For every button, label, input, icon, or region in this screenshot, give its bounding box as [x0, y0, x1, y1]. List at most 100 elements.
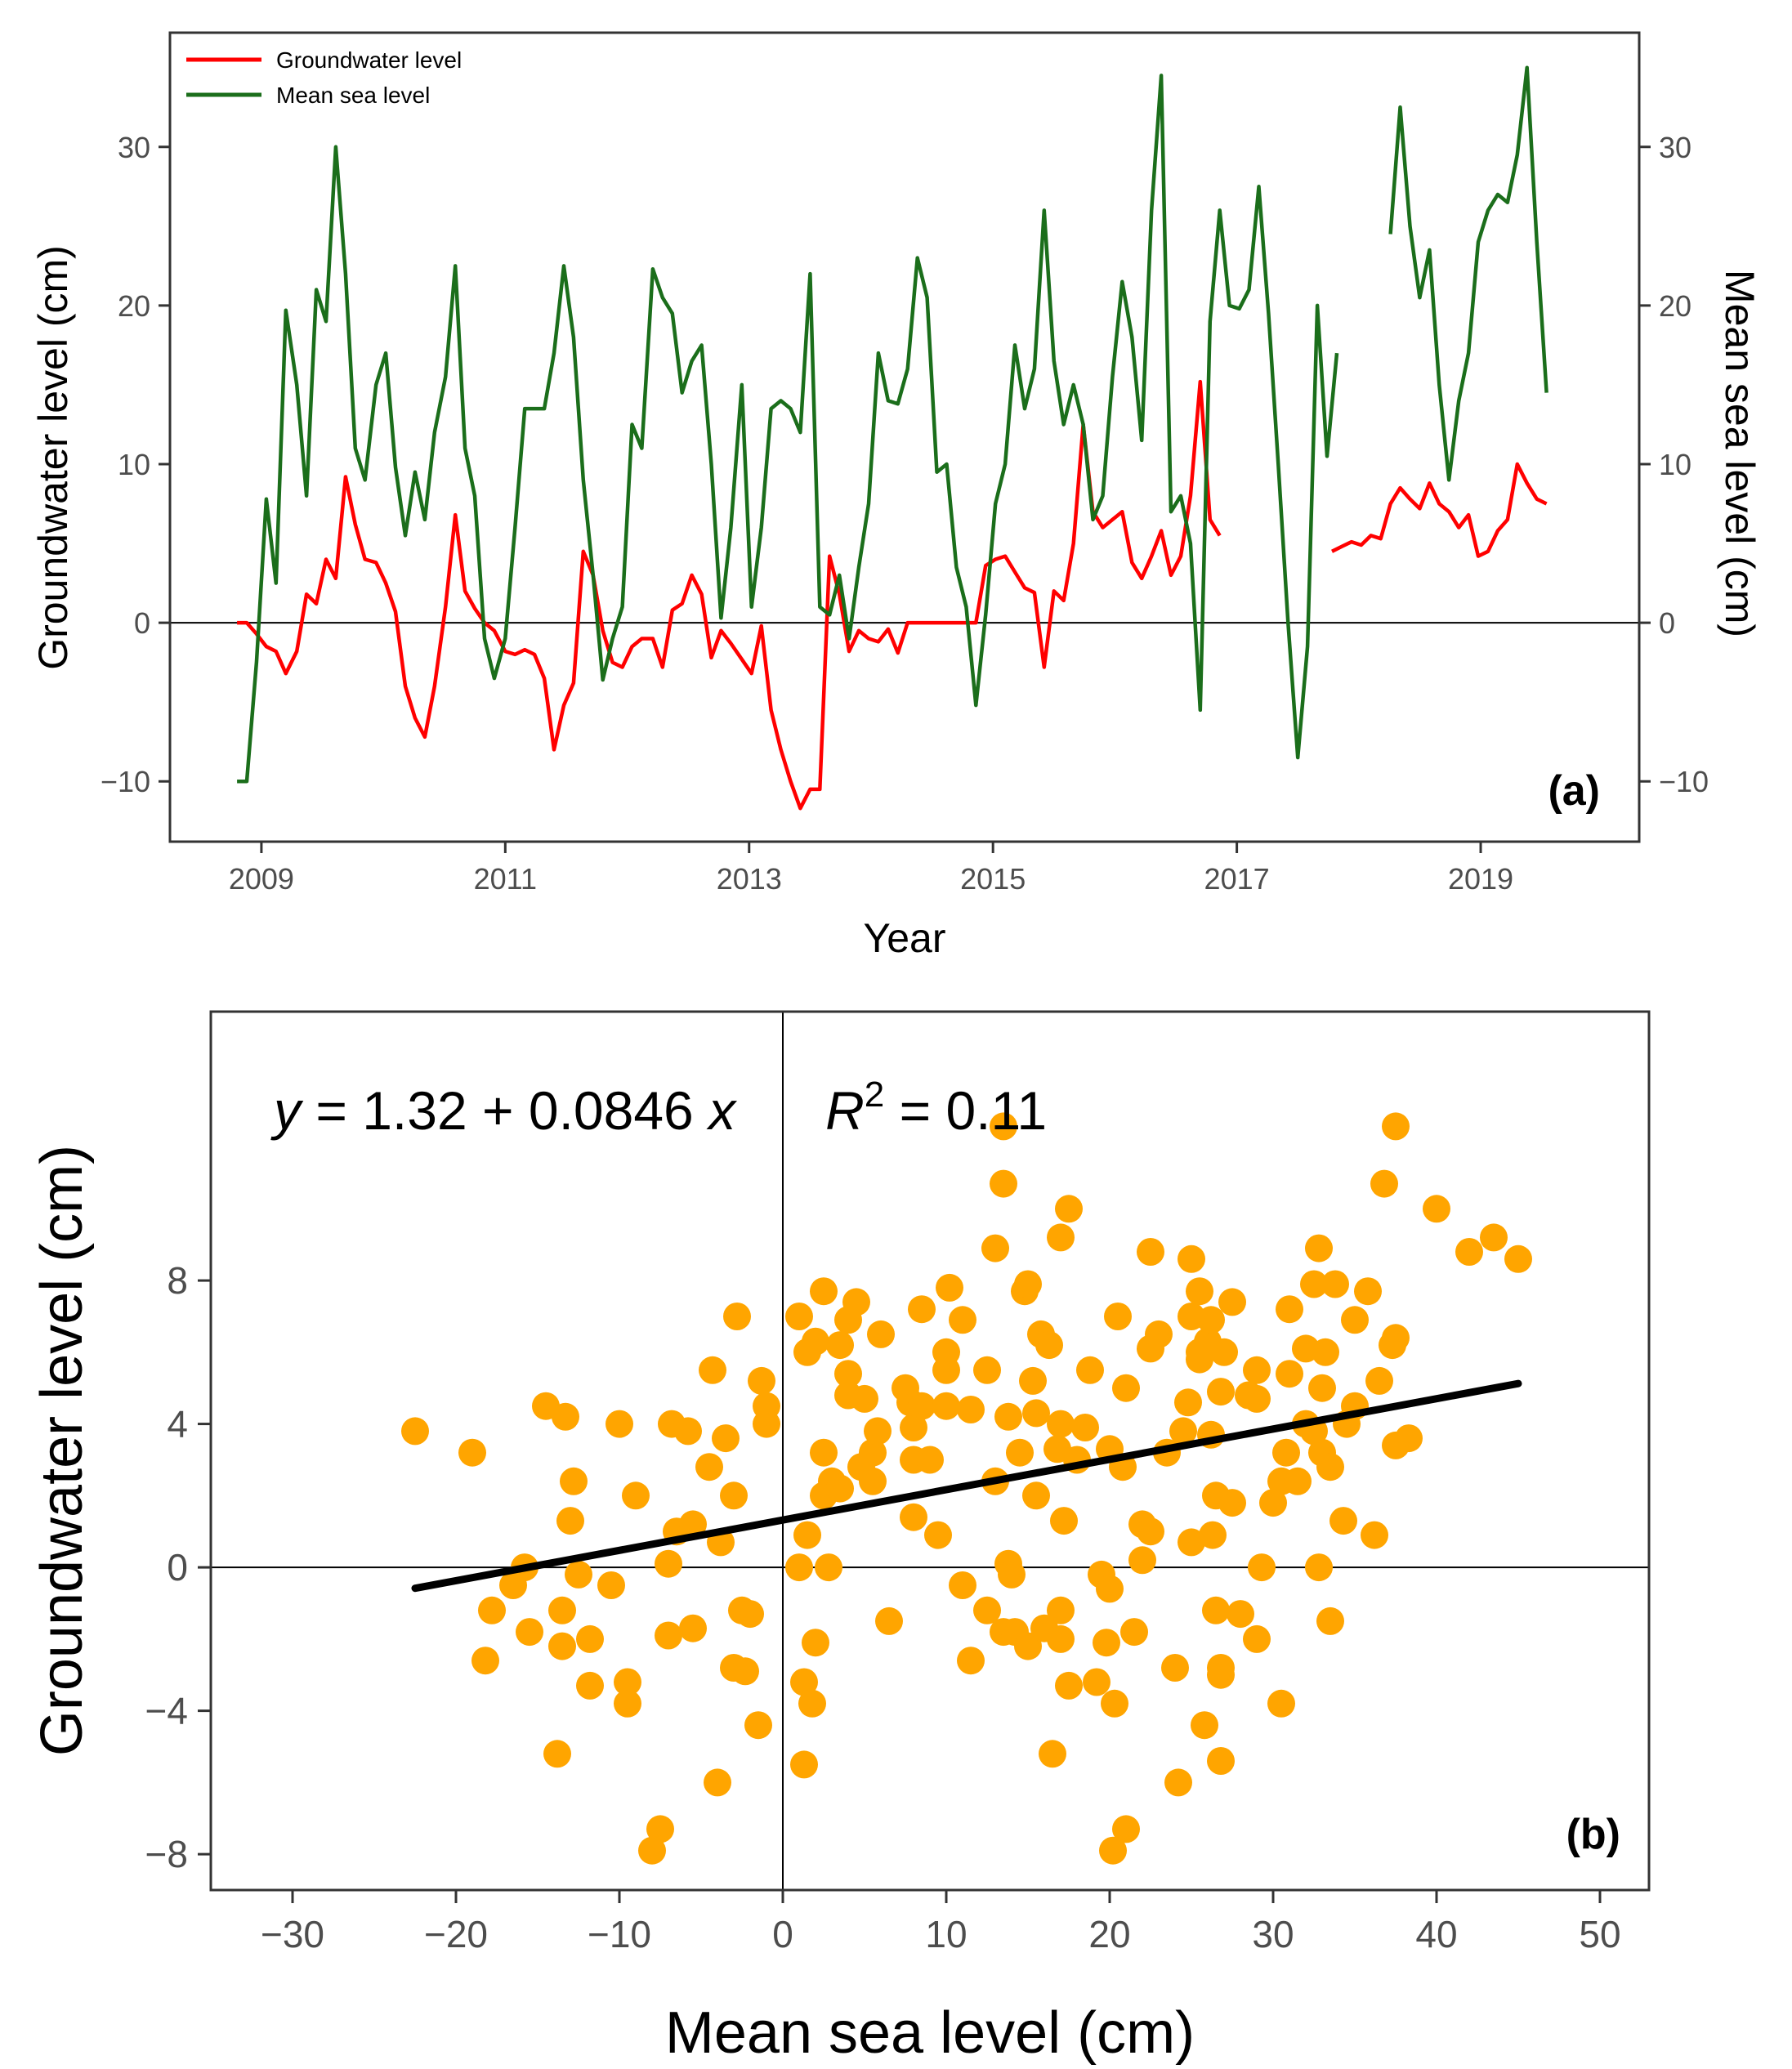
scatter-point: [826, 1331, 854, 1360]
scatter-point: [1305, 1234, 1333, 1262]
legend-label-sea-level: Mean sea level: [276, 83, 430, 108]
scatter-point: [548, 1596, 576, 1624]
scatter-point: [859, 1467, 887, 1495]
scatter-point: [790, 1668, 818, 1696]
scatter-point: [1022, 1481, 1050, 1510]
scatter-point: [1354, 1277, 1382, 1306]
panel-a-label: (a): [1548, 767, 1600, 815]
scatter-point: [1186, 1277, 1213, 1306]
y-tick-label: 20: [118, 289, 150, 323]
scatter-point: [932, 1356, 960, 1384]
scatter-point: [1227, 1600, 1254, 1629]
x-tick-label: 50: [1579, 1913, 1620, 1955]
scatter-point: [458, 1438, 486, 1467]
scatter-point: [704, 1768, 731, 1797]
scatter-point: [1341, 1306, 1369, 1334]
scatter-point: [981, 1234, 1009, 1262]
scatter-point: [826, 1474, 854, 1503]
y-tick-label: −8: [145, 1833, 188, 1875]
scatter-point: [736, 1600, 764, 1629]
scatter-point: [1382, 1324, 1410, 1352]
scatter-point: [1243, 1624, 1271, 1653]
scatter-point: [1096, 1575, 1124, 1603]
scatter-point: [556, 1507, 584, 1535]
y-tick-label: 10: [118, 448, 150, 481]
scatter-point: [748, 1366, 775, 1395]
scatter-point: [1480, 1223, 1508, 1252]
scatter-point: [614, 1689, 641, 1718]
right-y-tick-label: 10: [1659, 448, 1691, 481]
scatter-point: [932, 1392, 960, 1420]
scatter-point: [1316, 1453, 1344, 1481]
scatter-point: [655, 1549, 682, 1578]
x-tick-label: −10: [588, 1913, 651, 1955]
scatter-point: [543, 1740, 571, 1768]
x-tick-label: 2019: [1448, 862, 1513, 896]
scatter-point: [1218, 1489, 1246, 1517]
scatter-point: [815, 1553, 842, 1582]
scatter-point: [1382, 1112, 1410, 1141]
y-tick-label: −10: [101, 765, 150, 798]
equation-x-variable: x: [706, 1080, 737, 1141]
scatter-point: [790, 1750, 818, 1779]
x-tick-label: 30: [1252, 1913, 1294, 1955]
scatter-point: [1276, 1360, 1303, 1388]
groundwater-line-segment: [1331, 462, 1548, 558]
scatter-point: [1093, 1629, 1120, 1657]
scatter-point: [990, 1169, 1017, 1198]
panel-a-right-y-ticks: −10 0 10 20 30: [1639, 131, 1709, 798]
scatter-point: [1329, 1507, 1357, 1535]
scatter-points: [401, 1112, 1532, 1865]
scatter-point: [957, 1396, 985, 1423]
scatter-point: [916, 1446, 944, 1474]
panel-a-x-ticks: 2009 2011 2013 2015 2017 2019: [229, 842, 1513, 896]
scatter-point: [1022, 1399, 1050, 1428]
scatter-point: [1284, 1467, 1312, 1495]
scatter-point: [1047, 1223, 1075, 1252]
x-tick-label: −20: [424, 1913, 488, 1955]
x-tick-label: 20: [1088, 1913, 1130, 1955]
equation-y-variable: y: [270, 1080, 304, 1141]
scatter-point: [1197, 1306, 1225, 1334]
right-y-tick-label: 20: [1659, 289, 1691, 323]
panel-b-y-ticks: −8 −4 0 4 8: [145, 1259, 211, 1875]
equation-r-exponent: 2: [865, 1075, 884, 1115]
scatter-point: [810, 1438, 838, 1467]
scatter-point: [695, 1453, 723, 1481]
scatter-point: [1305, 1553, 1333, 1582]
scatter-point: [1055, 1195, 1083, 1223]
scatter-point: [973, 1356, 1001, 1384]
scatter-point: [802, 1327, 829, 1356]
scatter-point: [810, 1277, 838, 1306]
scatter-point: [1014, 1632, 1042, 1660]
scatter-point: [1218, 1288, 1246, 1316]
scatter-panel: −30 −20 −10 0 10 20 30 40 50 −8 −4 0 4 8 y = 1.32 + …: [29, 1010, 1651, 2066]
equation-r-value: = 0.11: [884, 1080, 1047, 1141]
y-tick-label: 0: [167, 1546, 188, 1589]
scatter-point: [802, 1629, 829, 1657]
scatter-point: [516, 1618, 543, 1647]
scatter-point: [1039, 1740, 1066, 1768]
scatter-point: [1178, 1528, 1205, 1557]
scatter-point: [936, 1273, 963, 1302]
scatter-point: [1047, 1596, 1075, 1624]
x-tick-label: 2013: [717, 862, 782, 896]
scatter-point: [1248, 1553, 1276, 1582]
scatter-point: [1259, 1489, 1287, 1517]
scatter-point: [548, 1632, 576, 1660]
scatter-point: [1243, 1384, 1271, 1413]
scatter-point: [1207, 1378, 1235, 1406]
panel-a-left-y-ticks: −10 0 10 20 30: [101, 131, 170, 798]
scatter-point: [478, 1596, 506, 1624]
scatter-point: [552, 1402, 579, 1431]
panel-a-frame: [168, 31, 1641, 843]
scatter-point: [674, 1417, 702, 1446]
scatter-point: [859, 1438, 887, 1467]
scatter-point: [1083, 1668, 1111, 1696]
x-tick-label: 2017: [1204, 862, 1270, 896]
scatter-point: [720, 1481, 748, 1510]
scatter-point: [1207, 1747, 1235, 1775]
right-y-tick-label: −10: [1659, 765, 1709, 798]
scatter-point: [998, 1560, 1026, 1589]
panel-b-x-ticks: −30 −20 −10 0 10 20 30 40 50: [261, 1890, 1621, 1955]
